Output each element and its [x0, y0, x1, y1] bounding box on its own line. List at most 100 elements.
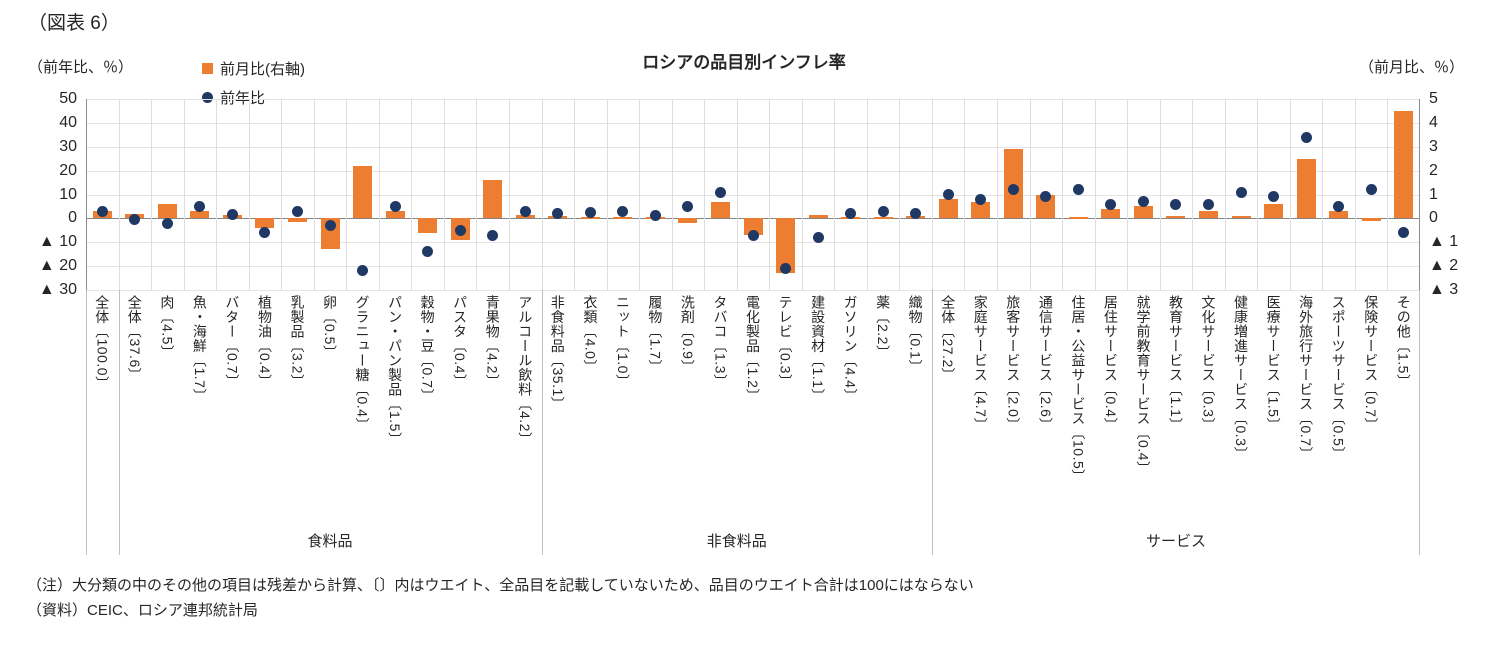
right-axis-line: [1419, 99, 1420, 290]
yoy-dot: [1203, 198, 1214, 210]
mom-bar: [1394, 110, 1414, 219]
category-gridline: [508, 99, 510, 290]
category-label: 全体〔100.0〕: [94, 295, 111, 391]
right-axis-tick-label: 3: [1429, 137, 1438, 155]
group-label: サービス: [1145, 533, 1206, 550]
yoy-dot: [1268, 191, 1280, 203]
category-gridline: [313, 99, 315, 290]
category-label: 植物油〔0.4〕: [256, 295, 273, 389]
horizontal-gridline: [86, 122, 1420, 124]
category-label: 建設資材〔1.1〕: [810, 295, 827, 403]
category-label: 織物〔0.1〕: [907, 295, 924, 374]
mom-bar: [873, 217, 893, 219]
category-label: 非食料品〔35.1〕: [549, 295, 566, 412]
category-label: バター〔0.7〕: [224, 295, 241, 389]
group-separator-line: [541, 290, 543, 555]
yoy-dot: [649, 210, 661, 222]
left-axis-tick-label: ▲ 20: [38, 257, 77, 275]
category-gridline: [378, 99, 380, 290]
right-axis-tick-label: 2: [1429, 161, 1438, 179]
category-gridline: [1159, 99, 1161, 290]
horizontal-gridline: [86, 99, 1420, 100]
yoy-dot: [747, 229, 759, 241]
note-text: （注）大分類の中のその他の項目は残差から計算、〔〕内はウエイト、全品目を記載して…: [27, 577, 974, 594]
category-label: 乳製品〔3.2〕: [289, 295, 306, 389]
mom-bar: [1264, 204, 1284, 219]
mom-bar: [353, 165, 373, 219]
chart-title: ロシアの品目別インフレ率: [642, 53, 846, 72]
category-label: 海外旅行サービス〔0.7〕: [1298, 295, 1315, 461]
yoy-dot: [291, 205, 303, 217]
category-label: パン・パン製品〔1.5〕: [387, 295, 404, 447]
legend-item-mom-label: 前月比(右軸): [220, 61, 305, 78]
category-gridline: [1322, 99, 1324, 290]
category-label: 医療サービス〔1.5〕: [1265, 295, 1282, 432]
right-axis-tick-label: ▲ 2: [1429, 257, 1459, 275]
left-axis-tick-label: 20: [59, 161, 77, 179]
category-gridline: [1094, 99, 1096, 290]
right-axis-tick-label: ▲ 3: [1429, 281, 1459, 298]
left-axis-tick-label: 0: [68, 209, 77, 227]
yoy-dot: [812, 231, 824, 243]
category-label: 青果物〔4.2〕: [484, 295, 501, 389]
category-gridline: [476, 99, 478, 290]
category-label: 全体〔27.2〕: [940, 295, 957, 383]
yoy-dot: [454, 224, 466, 236]
mom-bar: [808, 214, 828, 219]
group-separator-line: [118, 290, 120, 555]
category-label: テレビ〔0.3〕: [777, 295, 794, 389]
yoy-dot: [357, 265, 369, 277]
category-label: 肉〔4.5〕: [159, 295, 176, 360]
mom-bar: [1166, 215, 1186, 219]
category-gridline: [671, 99, 673, 290]
yoy-dot: [1333, 200, 1345, 212]
category-gridline: [769, 99, 771, 290]
mom-bar: [710, 201, 730, 219]
category-gridline: [997, 99, 999, 290]
category-gridline: [1062, 99, 1064, 290]
category-label: 洗剤〔0.9〕: [679, 295, 696, 374]
category-label: 住居・公益サービス〔10.5〕: [1070, 295, 1087, 484]
category-gridline: [964, 99, 966, 290]
right-axis-tick-label: 0: [1429, 209, 1438, 227]
right-axis-tick-label: 5: [1429, 90, 1438, 107]
category-label: 卵〔0.5〕: [322, 295, 339, 360]
category-label: 穀物・豆〔0.7〕: [419, 295, 436, 403]
yoy-dot: [910, 208, 922, 220]
category-label: 電化製品〔1.2〕: [745, 295, 761, 403]
category-label: 健康増進サービス〔0.3〕: [1233, 295, 1250, 461]
mom-bar: [743, 218, 763, 236]
mom-bar: [776, 218, 796, 274]
mom-bar: [483, 180, 503, 219]
category-gridline: [866, 99, 868, 290]
yoy-dot: [617, 205, 629, 217]
category-gridline: [346, 99, 348, 290]
mom-bar: [1068, 217, 1088, 219]
left-axis-unit-label: （前年比、％）: [28, 59, 134, 76]
category-label: その他〔1.5〕: [1395, 295, 1412, 389]
yoy-dot: [96, 205, 108, 217]
left-axis-tick-label: ▲ 10: [38, 233, 77, 251]
category-label: グラニュー糖〔0.4〕: [354, 295, 371, 432]
category-gridline: [834, 99, 836, 290]
category-label: 保険サービス〔0.7〕: [1363, 295, 1380, 432]
yoy-dot: [845, 208, 857, 220]
category-gridline: [248, 99, 250, 290]
legend-item-yoy-label: 前年比: [220, 90, 266, 107]
mom-bar: [1329, 211, 1349, 219]
horizontal-gridline: [86, 146, 1420, 148]
left-axis-tick-label: ▲ 30: [38, 281, 77, 298]
yoy-dot: [324, 220, 336, 232]
yoy-dot: [942, 189, 954, 200]
category-gridline: [606, 99, 608, 290]
category-label: 魚・海鮮〔1.7〕: [191, 295, 208, 403]
category-label: 就学前教育サービス〔0.4〕: [1135, 295, 1152, 476]
group-label: 食料品: [307, 533, 353, 550]
category-gridline: [704, 99, 706, 290]
category-gridline: [1224, 99, 1226, 290]
horizontal-gridline: [86, 170, 1420, 172]
mom-bar: [1231, 215, 1251, 219]
left-axis-tick-label: 30: [59, 137, 77, 155]
category-gridline: [899, 99, 901, 290]
